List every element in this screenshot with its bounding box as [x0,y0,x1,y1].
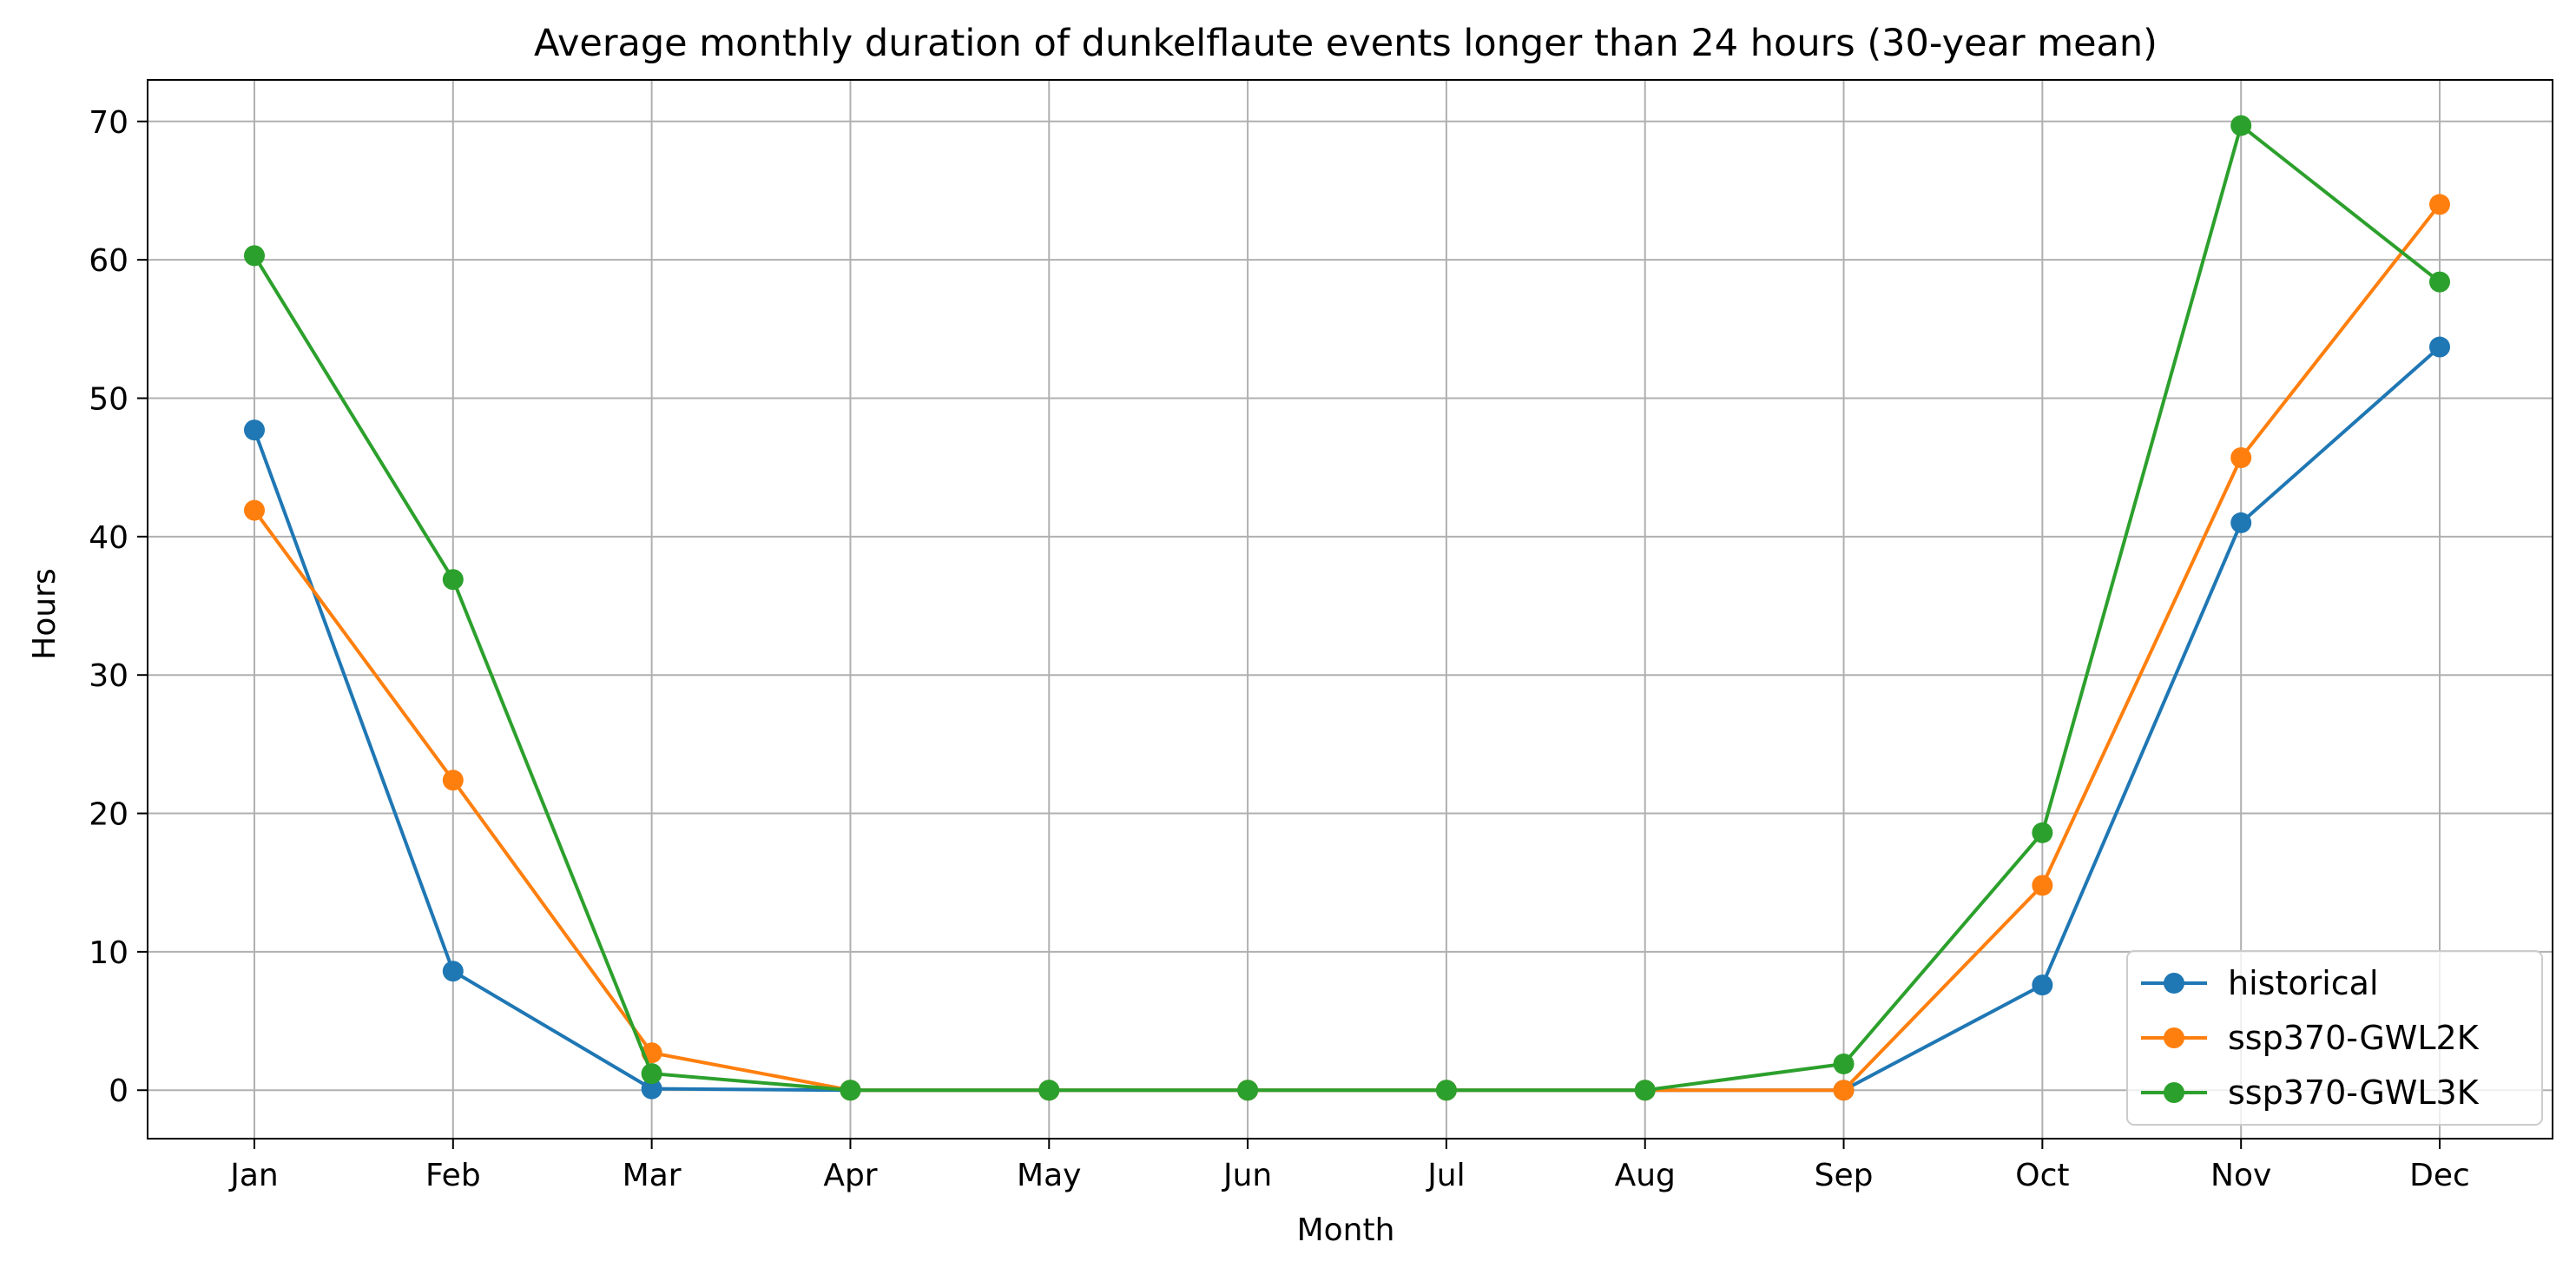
y-tick-label: 50 [89,381,128,417]
x-tick-label: Oct [2015,1158,2069,1193]
data-point [840,1080,861,1101]
x-tick-label: Mar [623,1158,682,1193]
legend-swatch-marker [2164,973,2184,994]
data-point [1038,1080,1060,1101]
y-tick-label: 60 [89,243,128,279]
data-point [2429,271,2450,293]
x-tick-label: Apr [823,1158,877,1193]
y-axis-label: Hours [27,568,63,659]
data-point [442,961,464,982]
data-point [2032,875,2053,896]
x-tick-label: May [1017,1158,1081,1193]
data-point [1833,1080,1855,1101]
legend-entry-label: historical [2228,964,2379,1002]
data-point [641,1063,662,1085]
data-point [244,419,265,441]
data-point [2032,822,2053,843]
y-tick-label: 0 [109,1074,128,1109]
data-point [2032,974,2053,996]
data-point [244,499,265,521]
data-point [2230,115,2252,136]
data-point [2230,447,2252,469]
x-tick-label: Feb [425,1158,481,1193]
series-layer [244,115,2450,1101]
legend-box [2126,950,2543,1126]
y-tick-label: 20 [89,797,128,833]
data-point [244,245,265,267]
series-ssp370-GWL3K [244,115,2450,1101]
legend-entry-label: ssp370-GWL3K [2228,1074,2480,1112]
data-point [442,770,464,791]
x-axis-label: Month [1297,1212,1395,1248]
data-point [1435,1080,1457,1101]
y-tick-label: 30 [89,658,128,694]
x-tick-label: Sep [1815,1158,1874,1193]
y-tick-label: 10 [89,935,128,971]
data-point [2230,512,2252,533]
x-tick-label: Jan [228,1158,279,1193]
data-point [442,569,464,591]
series-line-ssp370-GWL3K [253,123,2441,1093]
data-point [1634,1080,1656,1101]
legend: historical ssp370-GWL2K ssp370-GWL3K [2126,950,2543,1126]
y-tick-label: 70 [89,105,128,141]
data-point [1237,1080,1259,1101]
x-tick-label: Jul [1426,1158,1465,1193]
x-tick-label: Nov [2210,1158,2271,1193]
legend-swatch-marker [2164,1027,2184,1048]
x-tick-label: Dec [2409,1158,2470,1193]
x-tick-label: Jun [1222,1158,1272,1193]
data-point [1833,1053,1855,1074]
legend-entry-label: ssp370-GWL2K [2228,1019,2480,1057]
data-point [2429,194,2450,215]
y-tick-label: 40 [89,520,128,556]
ticks: Jan Feb Mar Apr May Jun Jul Aug Sep Oct Nov Dec 0 10 2… [89,105,2470,1193]
chart-title: Average monthly duration of dunkelflaute… [534,22,2158,65]
x-tick-label: Aug [1615,1158,1676,1193]
plot-frame [147,79,2553,1140]
data-point [641,1078,662,1100]
legend-swatch-marker [2164,1082,2184,1103]
data-point [2429,336,2450,358]
